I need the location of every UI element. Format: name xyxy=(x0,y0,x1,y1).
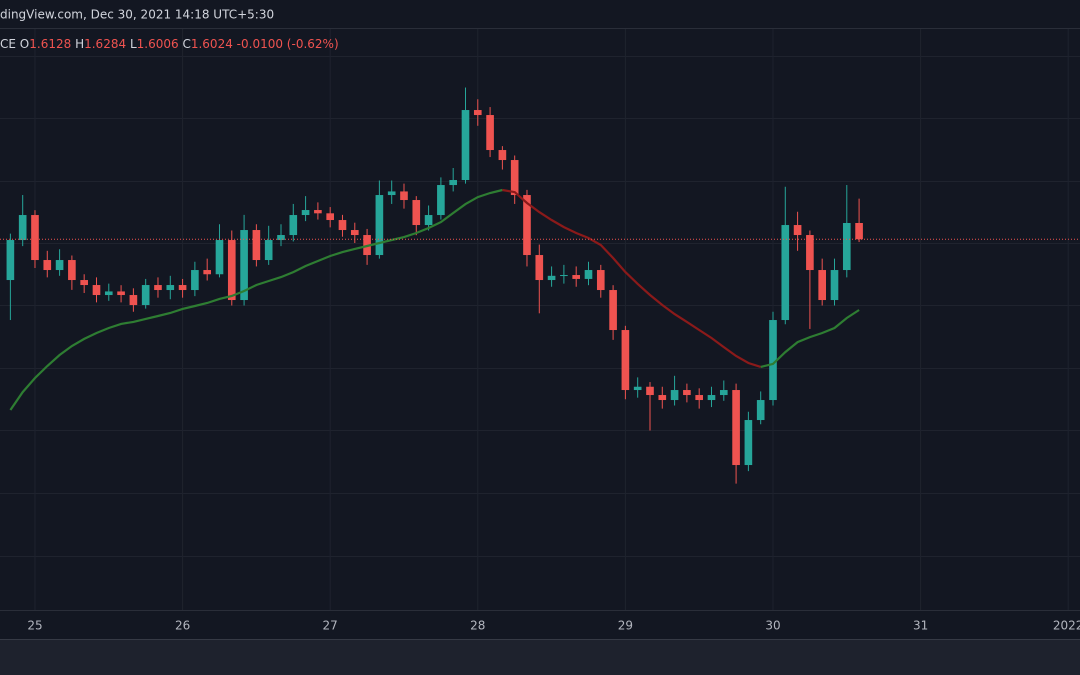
candle-body xyxy=(289,215,298,236)
candle-body xyxy=(695,395,704,401)
ohlc-value: 1.6284 xyxy=(84,37,126,51)
moving-average xyxy=(9,188,503,411)
ohlc-value: 1.6024 xyxy=(191,37,233,51)
candle-body xyxy=(658,395,667,401)
candle-body xyxy=(375,195,384,256)
candle-body xyxy=(424,215,433,226)
candle-body xyxy=(92,285,101,296)
x-axis-band xyxy=(0,610,1080,640)
x-tick-label: 28 xyxy=(470,619,485,633)
moving-average xyxy=(760,309,860,368)
candle-body xyxy=(338,220,347,231)
candle-body xyxy=(129,295,138,306)
candle-body xyxy=(793,225,802,236)
candle-body xyxy=(252,230,261,261)
candle-body xyxy=(621,330,630,391)
candle-body xyxy=(461,110,470,181)
bottom-bar xyxy=(0,640,1080,675)
candle-body xyxy=(818,270,827,301)
candle-body xyxy=(572,275,581,279)
top-bar xyxy=(0,0,1080,28)
candle-body xyxy=(350,230,359,236)
candle-body xyxy=(387,191,396,196)
candle-body xyxy=(547,275,556,281)
chart-title: dingView.com, Dec 30, 2021 14:18 UTC+5:3… xyxy=(0,8,274,22)
x-tick-label: 31 xyxy=(913,619,928,633)
candle-body xyxy=(646,386,654,396)
candle-body xyxy=(412,200,421,226)
ohlc-key: H xyxy=(75,37,84,51)
ohlc-key: C xyxy=(182,37,190,51)
candle-body xyxy=(732,390,740,466)
candle-body xyxy=(855,223,863,240)
candle-body xyxy=(31,215,39,261)
x-tick-label: 26 xyxy=(175,619,190,633)
candle-body xyxy=(301,210,310,216)
candle-body xyxy=(806,235,814,271)
candle-body xyxy=(609,290,617,331)
candle-body xyxy=(523,195,531,256)
candle-body xyxy=(560,275,568,277)
x-tick-label: 27 xyxy=(323,619,338,633)
ohlc-key: O xyxy=(20,37,29,51)
candle-body xyxy=(719,390,728,396)
candle-body xyxy=(326,213,335,221)
candle-body xyxy=(203,270,212,275)
candle-body xyxy=(744,420,753,466)
candle-body xyxy=(683,390,691,396)
candle-body xyxy=(670,390,679,401)
candle-body xyxy=(596,270,605,291)
candle-body xyxy=(166,285,175,291)
candle-body xyxy=(104,291,113,296)
candle-body xyxy=(830,270,839,301)
candle-body xyxy=(486,115,494,151)
symbol: CE xyxy=(0,37,16,51)
x-tick-label: 29 xyxy=(618,619,633,633)
x-tick-label: 30 xyxy=(765,619,780,633)
candle-body xyxy=(498,150,507,161)
candle-body xyxy=(68,260,76,281)
candle-body xyxy=(43,260,52,271)
candle-body xyxy=(781,225,790,321)
candle-body xyxy=(154,285,162,291)
candle-body xyxy=(449,180,457,186)
candle-body xyxy=(191,270,199,291)
candle-body xyxy=(55,260,64,271)
candle-body xyxy=(769,320,777,401)
candle-body xyxy=(178,285,187,291)
candle-body xyxy=(510,160,519,196)
candle-body xyxy=(6,240,15,281)
ohlc-value: 1.6006 xyxy=(137,37,179,51)
candle-body xyxy=(756,400,765,421)
moving-average xyxy=(502,188,762,368)
ohlc-value: 1.6128 xyxy=(29,37,71,51)
candle-body xyxy=(314,210,322,214)
x-tick-label: 2022 xyxy=(1053,619,1080,633)
candle-body xyxy=(240,230,248,301)
candle-body xyxy=(117,291,125,296)
candle-body xyxy=(400,191,408,201)
candle-body xyxy=(633,386,642,391)
x-tick-label: 25 xyxy=(27,619,42,633)
change: -0.0100 (-0.62%) xyxy=(237,37,339,51)
candle-body xyxy=(215,240,224,275)
candle-body xyxy=(18,215,27,241)
candle-body xyxy=(584,270,593,279)
candle-body xyxy=(535,255,544,281)
candle-body xyxy=(80,280,88,286)
candle-body xyxy=(437,185,445,216)
candle-body xyxy=(141,285,150,306)
ohlc-legend: CE O1.6128 H1.6284 L1.6006 C1.6024 -0.01… xyxy=(0,37,339,51)
candle-body xyxy=(227,240,236,301)
candle-body xyxy=(842,223,851,271)
candle-body xyxy=(277,235,285,241)
ohlc-key: L xyxy=(130,37,137,51)
candle-body xyxy=(264,240,273,261)
candle-body xyxy=(473,110,482,116)
candle-body xyxy=(707,395,716,401)
